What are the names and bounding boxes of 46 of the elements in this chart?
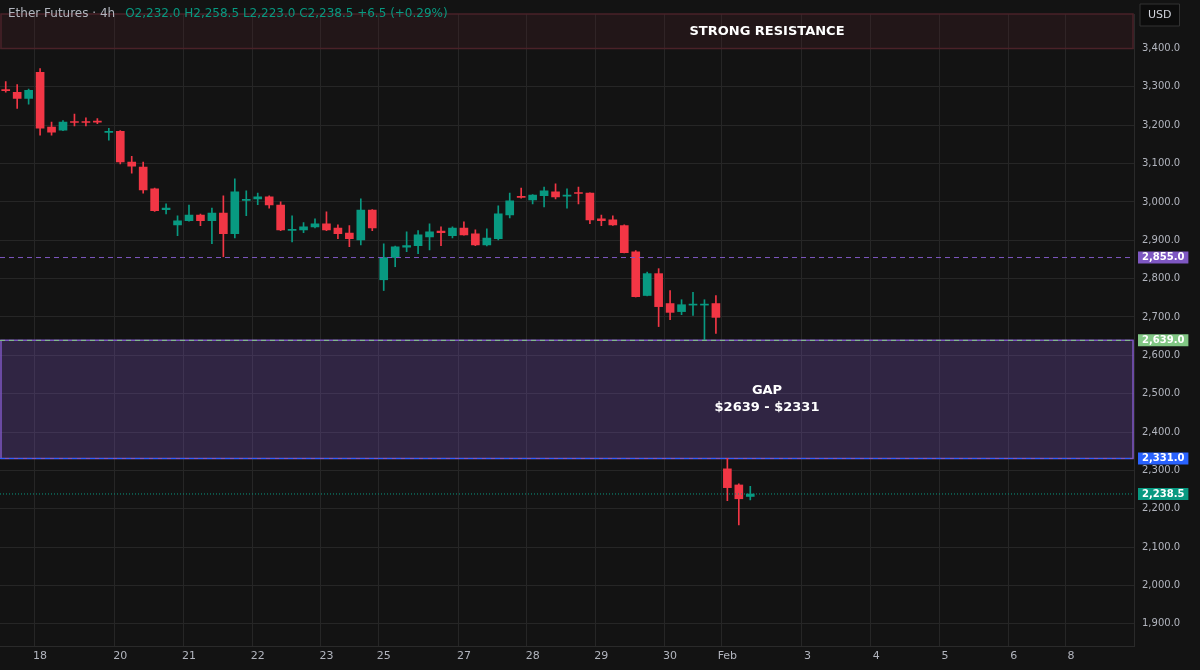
ref-line-label: 2,238.5 <box>1142 487 1185 499</box>
y-tick-label: 2,600.0 <box>1142 348 1181 360</box>
candlestick <box>287 215 297 243</box>
x-tick-label: 3 <box>804 649 812 663</box>
ref-line-label: 2,331.0 <box>1142 452 1185 464</box>
candlestick <box>241 190 251 217</box>
y-tick-label: 1,900.0 <box>1142 617 1181 629</box>
x-tick-label: 8 <box>1067 649 1075 663</box>
y-tick-label: 2,300.0 <box>1142 463 1181 475</box>
x-tick-label: 25 <box>376 649 391 663</box>
y-tick-label: 2,000.0 <box>1142 579 1181 591</box>
y-tick-label: 2,700.0 <box>1142 310 1181 322</box>
band-label: STRONG RESISTANCE <box>689 22 845 38</box>
x-tick-label: 20 <box>113 649 128 663</box>
y-tick-label: 2,100.0 <box>1142 540 1181 552</box>
y-tick-label: 2,800.0 <box>1142 272 1181 284</box>
y-tick-label: 2,500.0 <box>1142 387 1181 399</box>
x-tick-label: Feb <box>717 649 738 663</box>
x-tick-label: 28 <box>525 649 540 663</box>
ref-line-label: 2,855.0 <box>1142 251 1185 263</box>
band-label: GAP $2639 - $2331 <box>714 382 820 415</box>
candlestick <box>1 81 11 93</box>
x-tick-label: 29 <box>594 649 609 663</box>
x-tick-label: 18 <box>33 649 48 663</box>
x-tick-label: 22 <box>250 649 265 663</box>
x-tick-label: 4 <box>872 649 880 663</box>
chart-subtitle: O2,232.0 H2,258.5 L2,223.0 C2,238.5 +6.5 (+0.29%) <box>125 6 448 21</box>
chart-title: Ether Futures · 4h <box>8 6 116 21</box>
y-tick-label: 3,100.0 <box>1142 157 1181 169</box>
x-tick-label: 27 <box>456 649 471 663</box>
y-tick-label: 3,200.0 <box>1142 118 1181 130</box>
candlestick <box>104 127 114 141</box>
x-tick-label: 5 <box>941 649 949 663</box>
y-tick-label: 3,000.0 <box>1142 195 1181 207</box>
x-tick-label: 21 <box>182 649 196 663</box>
x-tick-label: 30 <box>663 649 678 663</box>
y-tick-label: 3,300.0 <box>1142 80 1181 92</box>
ref-line-label: 2,639.0 <box>1142 333 1185 345</box>
y-tick-label: 2,900.0 <box>1142 233 1181 245</box>
y-tick-label: 2,400.0 <box>1142 425 1181 437</box>
candlestick <box>562 188 572 209</box>
y-tick-label: 2,200.0 <box>1142 502 1181 514</box>
x-tick-label: 6 <box>1010 649 1018 663</box>
text: USD <box>1148 7 1172 21</box>
y-tick-label: 3,400.0 <box>1142 42 1181 54</box>
x-tick-label: 23 <box>319 649 334 663</box>
